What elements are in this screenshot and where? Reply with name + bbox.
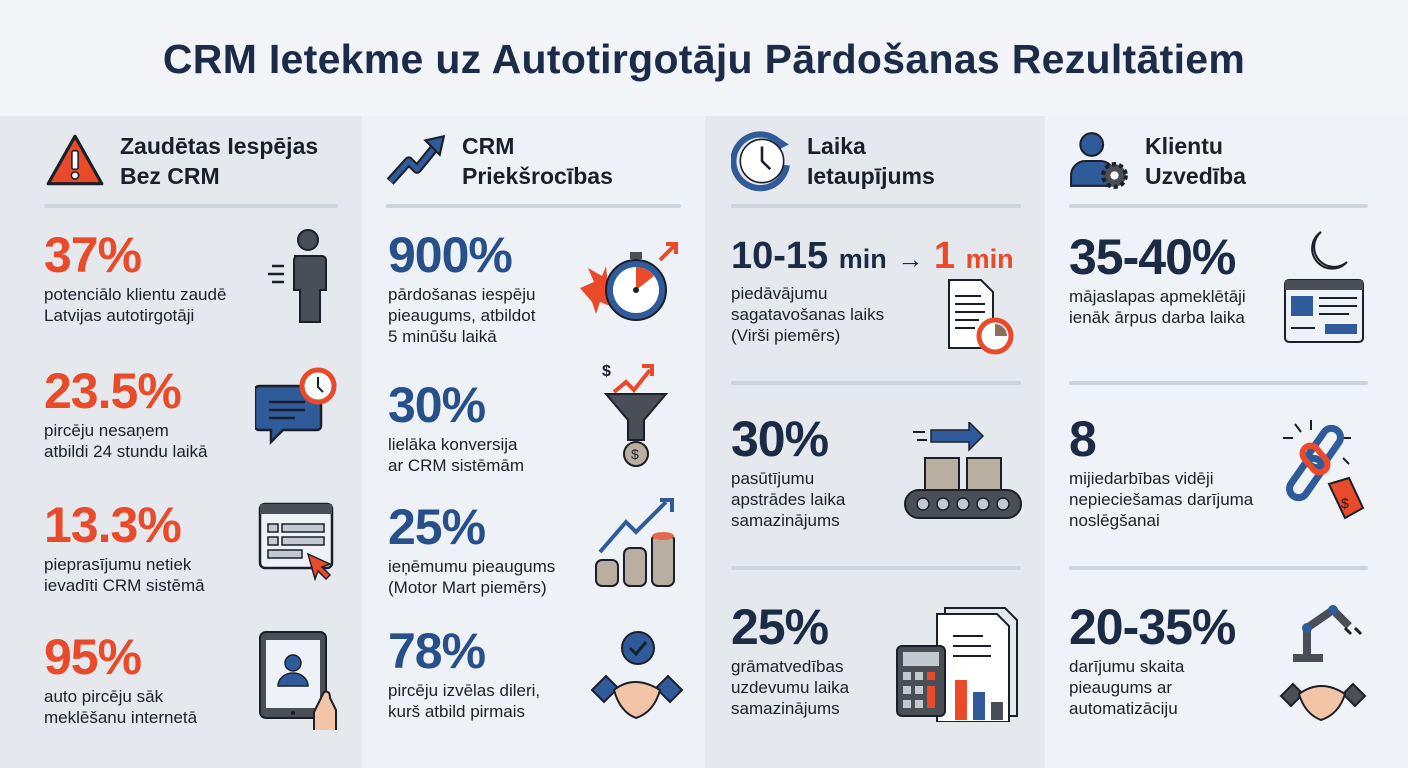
stat-description: grāmatvedības uzdevumu laika samazinājum… bbox=[731, 657, 850, 718]
column-heading: Laika Ietaupījums bbox=[807, 133, 935, 189]
stat-item: 95% auto pircēju sāk meklēšanu internetā bbox=[44, 630, 197, 728]
svg-text:$: $ bbox=[602, 363, 611, 380]
stat-value: 900% bbox=[388, 227, 513, 283]
divider bbox=[1069, 566, 1368, 570]
stat-description: darījumu skaita pieaugums ar automatizāc… bbox=[1069, 657, 1185, 718]
stat-value: 37% bbox=[44, 227, 142, 283]
stat-description: mājaslapas apmeklētāji ienāk ārpus darba… bbox=[1069, 287, 1246, 327]
svg-text:$: $ bbox=[1341, 495, 1349, 511]
coins-growth-icon bbox=[595, 498, 675, 587]
column-lost-opportunities: Zaudētas Iespējas Bez CRM 37% potenciālo… bbox=[0, 116, 362, 768]
conveyor-icon bbox=[904, 422, 1022, 519]
stopwatch-icon bbox=[580, 242, 678, 321]
column-heading: CRM Priekšrocības bbox=[462, 133, 613, 189]
person-leaving-icon bbox=[268, 229, 327, 323]
divider bbox=[731, 204, 1021, 208]
time-before-unit: min bbox=[838, 244, 887, 274]
form-cursor-icon bbox=[258, 502, 334, 582]
column-heading: Zaudētas Iespējas Bez CRM bbox=[120, 133, 319, 189]
stat-value: 78% bbox=[388, 623, 486, 679]
stat-item: 78% pircēju izvēlas dileri, kurš atbild … bbox=[388, 624, 540, 722]
column-customer-behavior: Klientu Uzvedība 35-40% mājaslapas apmek… bbox=[1045, 116, 1408, 768]
stat-item: 25% ieņēmumu pieaugums (Motor Mart piemē… bbox=[388, 500, 555, 598]
chat-clock-icon bbox=[255, 367, 337, 446]
warning-icon bbox=[46, 134, 104, 186]
stat-description: pasūtījumu apstrādes laika samazinājums bbox=[731, 469, 846, 530]
time-after: 1 bbox=[933, 235, 956, 277]
svg-text:$: $ bbox=[631, 446, 639, 462]
stat-item: 37% potenciālo klientu zaudē Latvijas au… bbox=[44, 228, 226, 326]
stat-description: pircēju nesaņem atbildi 24 stundu laikā bbox=[44, 421, 208, 461]
column-header: CRM Priekšrocības bbox=[386, 130, 613, 192]
divider bbox=[386, 204, 681, 208]
stat-value: 95% bbox=[44, 629, 142, 685]
document-timer-icon bbox=[948, 279, 1014, 355]
divider bbox=[44, 204, 338, 208]
stat-value: 23.5% bbox=[44, 363, 182, 419]
funnel-dollar-icon: $$ bbox=[602, 363, 669, 467]
stat-item: 23.5% pircēju nesaņem atbildi 24 stundu … bbox=[44, 364, 208, 462]
stat-item: 10-15 min → 1 min piedāvājumu sagatavoša… bbox=[731, 234, 1014, 346]
stat-value: 8 bbox=[1069, 411, 1097, 467]
trend-up-icon bbox=[386, 134, 446, 185]
stat-description: auto pircēju sāk meklēšanu internetā bbox=[44, 687, 198, 727]
time-before: 10-15 bbox=[731, 235, 829, 277]
column-header: Zaudētas Iespējas Bez CRM bbox=[44, 130, 318, 192]
stat-description: mijiedarbības vidēji nepieciešamas darīj… bbox=[1069, 469, 1254, 530]
stat-description: pircēju izvēlas dileri, kurš atbild pirm… bbox=[388, 681, 541, 721]
stat-value: 25% bbox=[731, 599, 829, 655]
divider bbox=[731, 566, 1021, 570]
divider bbox=[731, 381, 1021, 385]
calculator-docs-icon bbox=[896, 607, 1018, 722]
column-header: Laika Ietaupījums bbox=[731, 130, 935, 192]
stat-item: 8 mijiedarbības vidēji nepieciešamas dar… bbox=[1069, 412, 1253, 531]
stat-item: 35-40% mājaslapas apmeklētāji ienāk ārpu… bbox=[1069, 230, 1246, 328]
column-heading: Klientu Uzvedība bbox=[1145, 133, 1246, 189]
user-gear-icon bbox=[1070, 132, 1128, 189]
stat-value: 30% bbox=[388, 377, 486, 433]
stat-description: pieprasījumu netiek ievadīti CRM sistēmā bbox=[44, 555, 205, 595]
stat-description: pārdošanas iespēju pieaugums, atbildot 5… bbox=[388, 285, 536, 346]
stat-description: lielāka konversija ar CRM sistēmām bbox=[388, 435, 525, 475]
stat-description: potenciālo klientu zaudē Latvijas autoti… bbox=[44, 285, 227, 325]
stat-value: 35-40% bbox=[1069, 229, 1236, 285]
robot-handshake-icon bbox=[1279, 604, 1367, 722]
stat-value: 30% bbox=[731, 411, 829, 467]
stat-description: piedāvājumu sagatavošanas laiks (Virši p… bbox=[731, 284, 885, 345]
stat-item: 13.3% pieprasījumu netiek ievadīti CRM s… bbox=[44, 498, 205, 596]
time-after-unit: min bbox=[965, 244, 1014, 274]
divider bbox=[1069, 381, 1368, 385]
stat-item: 20-35% darījumu skaita pieaugums ar auto… bbox=[1069, 599, 1236, 719]
time-comparison: 10-15 min → 1 min bbox=[731, 234, 1014, 281]
stat-value: 13.3% bbox=[44, 497, 182, 553]
handshake-check-icon bbox=[590, 631, 684, 720]
stat-item: 30% lielāka konversija ar CRM sistēmām bbox=[388, 378, 524, 476]
column-header: Klientu Uzvedība bbox=[1069, 130, 1246, 192]
moon-browser-icon bbox=[1284, 231, 1364, 343]
stat-description: ieņēmumu pieaugums (Motor Mart piemērs) bbox=[388, 557, 556, 597]
column-time-savings: Laika Ietaupījums 10-15 min → 1 min pied… bbox=[705, 116, 1045, 768]
stat-value: 25% bbox=[388, 499, 486, 555]
column-crm-advantages: CRM Priekšrocības 900% pārdošanas iespēj… bbox=[362, 116, 705, 768]
arrow-right-icon: → bbox=[897, 244, 924, 274]
page-title: CRM Ietekme uz Autotirgotāju Pārdošanas … bbox=[162, 36, 1246, 82]
clock-refresh-icon bbox=[731, 131, 790, 192]
stat-item: 900% pārdošanas iespēju pieaugums, atbil… bbox=[388, 228, 535, 347]
tablet-user-icon bbox=[259, 631, 337, 730]
chain-tag-icon: $ bbox=[1283, 420, 1365, 520]
stat-value: 20-35% bbox=[1069, 599, 1236, 655]
divider bbox=[1069, 204, 1368, 208]
stat-item: 30% pasūtījumu apstrādes laika samazināj… bbox=[731, 412, 845, 531]
stat-item: 25% grāmatvedības uzdevumu laika samazin… bbox=[731, 600, 849, 719]
